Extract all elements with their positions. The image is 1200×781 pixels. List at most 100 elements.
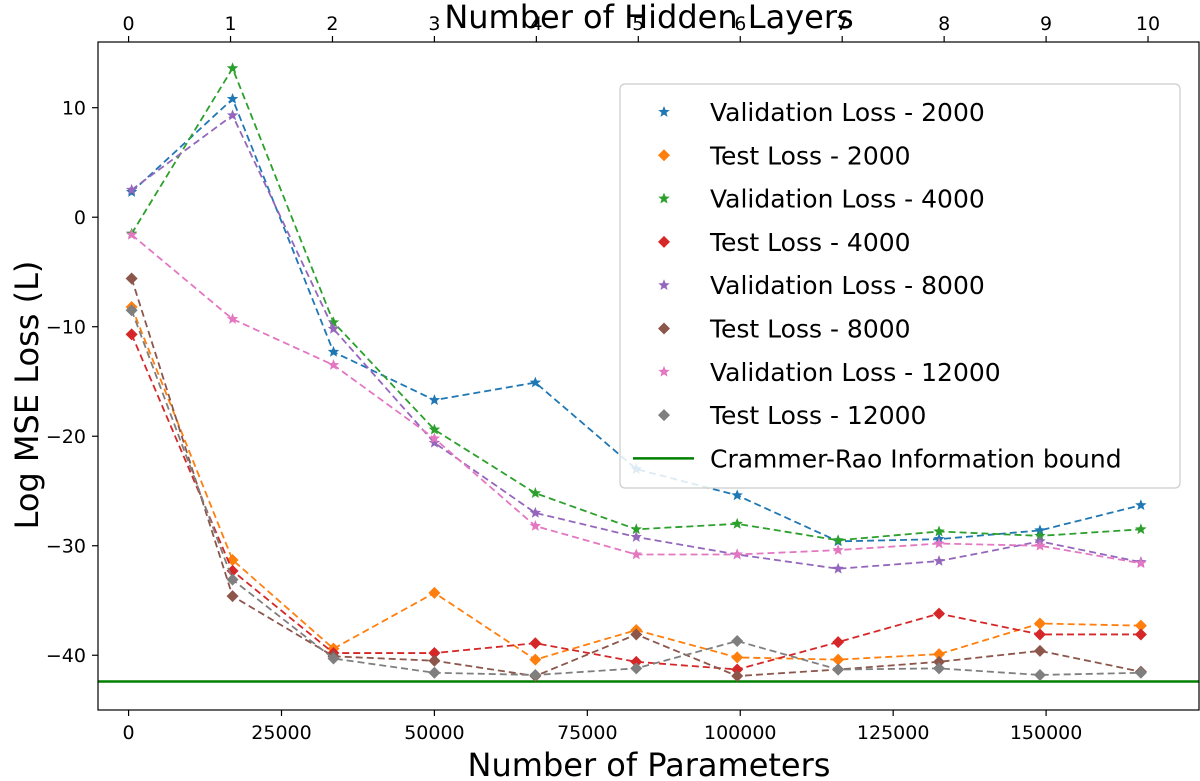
star-marker [226, 62, 239, 74]
legend-item: Validation Loss - 12000 [658, 358, 1001, 387]
star-marker [1034, 529, 1046, 541]
diamond-marker [529, 653, 542, 666]
series-7 [125, 228, 1147, 569]
star-marker [933, 555, 945, 566]
diamond-marker [832, 653, 845, 666]
x-tick-label: 125000 [857, 722, 930, 744]
x2-axis-title: Number of Hidden Layers [444, 0, 853, 36]
diamond-marker [933, 607, 946, 620]
diamond-marker [630, 655, 643, 668]
star-marker [428, 436, 441, 448]
diamond-marker [933, 662, 946, 675]
axes-layer: 0 25000 50000 75000 100000 125000 150000 −40 −30… [46, 13, 1200, 744]
star-marker [327, 345, 340, 357]
star-marker [933, 537, 945, 549]
legend-star-marker [658, 192, 670, 204]
legend-label: Validation Loss - 8000 [710, 271, 985, 300]
diamond-marker [1134, 619, 1147, 632]
legend-star-marker [658, 279, 670, 291]
y-tick-label: 10 [62, 98, 86, 120]
star-marker [1135, 523, 1147, 535]
x-tick-label: 150000 [1010, 722, 1083, 744]
x2-tick-label: 6 [734, 13, 746, 35]
legend-item: Validation Loss - 4000 [658, 185, 985, 214]
diamond-marker [731, 663, 744, 676]
star-marker [529, 520, 542, 531]
x2-tick-label: 2 [326, 13, 338, 35]
star-marker [1034, 524, 1046, 536]
diamond-marker [933, 655, 946, 668]
x-tick-label: 75000 [557, 722, 617, 744]
star-marker [731, 489, 743, 501]
star-marker [428, 423, 441, 435]
y-tick-label: 0 [74, 207, 86, 229]
star-marker [327, 359, 340, 370]
diamond-marker [832, 663, 845, 676]
legend-diamond-marker [658, 149, 670, 162]
star-marker [226, 92, 239, 104]
diamond-marker [125, 272, 138, 285]
star-marker [1034, 539, 1046, 551]
diamond-marker [1033, 628, 1046, 641]
x2-tick-label: 10 [1136, 13, 1160, 35]
star-marker [832, 544, 844, 555]
legend-diamond-marker [658, 322, 670, 335]
series-4 [125, 328, 1147, 676]
x2-tick-label: 5 [632, 13, 644, 35]
diamond-marker [1033, 644, 1046, 657]
star-marker [1135, 557, 1147, 569]
x-tick-label: 100000 [704, 722, 777, 744]
legend-label: Test Loss - 8000 [709, 315, 911, 344]
star-marker [1135, 499, 1147, 511]
y-tick-label: −40 [46, 645, 86, 667]
diamond-marker [731, 670, 744, 683]
legend-label: Validation Loss - 12000 [710, 358, 1001, 387]
star-marker [226, 109, 239, 121]
star-marker [529, 376, 542, 388]
x2-tick-label: 1 [224, 13, 236, 35]
star-marker [630, 548, 642, 560]
legend-item: Validation Loss - 8000 [658, 271, 985, 300]
diamond-marker [630, 628, 643, 641]
diamond-marker [731, 635, 744, 648]
star-marker [630, 523, 642, 535]
x2-tick-label: 8 [938, 13, 950, 35]
series-8 [125, 304, 1147, 681]
legend-star-marker [658, 365, 670, 377]
series-6 [125, 272, 1147, 683]
diamond-marker [529, 637, 542, 650]
diamond-marker [630, 662, 643, 675]
diamond-marker [226, 590, 239, 603]
star-marker [529, 506, 542, 518]
diamond-marker [1033, 668, 1046, 681]
diamond-marker [529, 668, 542, 681]
diamond-marker [1033, 617, 1046, 630]
legend-diamond-marker [658, 409, 670, 422]
x-axis-title: Number of Parameters [468, 746, 831, 781]
legend-item: Validation Loss - 2000 [658, 98, 985, 127]
x2-tick-label: 3 [428, 13, 440, 35]
x2-tick-label: 4 [530, 13, 542, 35]
x-tick-label: 50000 [404, 722, 464, 744]
diamond-marker [428, 666, 441, 679]
diamond-marker [933, 648, 946, 661]
diamond-marker [125, 328, 138, 341]
series-line [130, 334, 1141, 671]
x2-tick-label: 0 [123, 13, 135, 35]
star-marker [125, 228, 138, 240]
diamond-marker [226, 573, 239, 586]
y-tick-label: −20 [46, 426, 86, 448]
star-marker [428, 394, 441, 405]
legend-frame [619, 83, 1181, 489]
legend-star-marker [658, 106, 670, 117]
diamond-marker [428, 586, 441, 599]
diamond-marker [327, 652, 340, 665]
legend-label: Validation Loss - 2000 [710, 98, 985, 127]
x-tick-label: 0 [123, 722, 135, 744]
star-marker [933, 525, 945, 537]
star-marker [832, 534, 844, 546]
legend-label: Test Loss - 2000 [709, 141, 911, 170]
star-marker [731, 548, 743, 560]
legend: Validation Loss - 2000 Test Loss - 2000 Va… [619, 83, 1181, 489]
